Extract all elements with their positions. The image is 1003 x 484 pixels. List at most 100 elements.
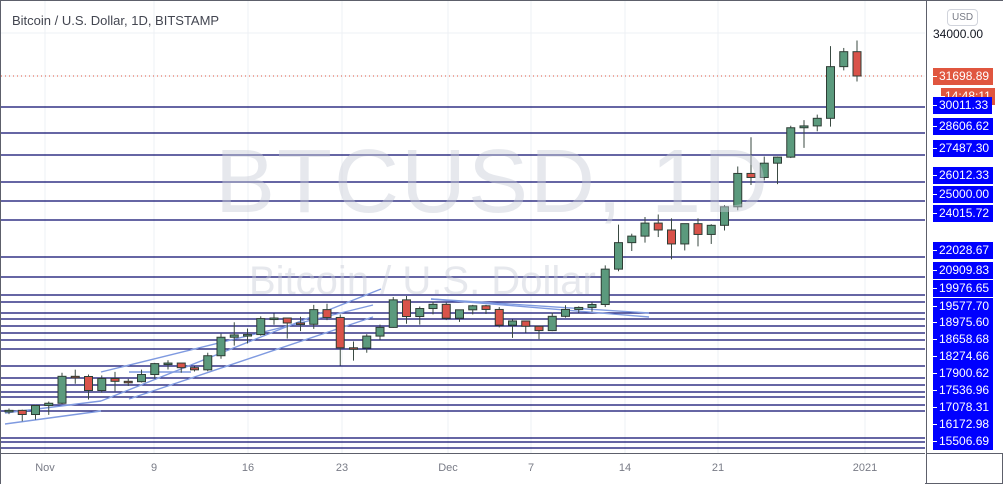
bullish-candle — [44, 402, 54, 407]
bullish-candle — [375, 326, 385, 337]
bullish-candle — [706, 224, 716, 235]
price-axis[interactable]: USD 34000.00 31698.89 14:48:11 30011.33 2… — [926, 1, 1003, 453]
bearish-candle — [667, 229, 676, 245]
bearish-candle — [176, 362, 186, 369]
bullish-candle — [163, 362, 173, 366]
bullish-candle — [799, 125, 809, 129]
bearish-candle — [494, 308, 504, 326]
bullish-candle — [388, 299, 398, 328]
bullish-candle — [574, 306, 584, 310]
bearish-candle — [190, 367, 199, 371]
bearish-candle — [322, 309, 332, 318]
description-watermark: Bitcoin / U.S. Dollar — [249, 259, 596, 303]
level-price-label: 18658.68 — [933, 331, 994, 348]
bullish-candle — [812, 117, 822, 127]
level-price-label: 17078.31 — [933, 399, 994, 416]
trend-line — [430, 298, 650, 314]
bearish-candle — [534, 325, 544, 332]
level-price-label: 15506.69 — [933, 433, 994, 450]
bearish-candle — [110, 378, 120, 382]
time-tick-label: 21 — [711, 462, 725, 474]
bullish-candle — [786, 127, 796, 158]
level-price-label: 20909.83 — [933, 262, 994, 279]
bullish-candle — [243, 334, 252, 337]
last-price-label: 31698.89 — [933, 68, 994, 85]
bullish-candle — [137, 374, 146, 383]
bullish-candle — [4, 409, 14, 413]
time-tick-label: Dec — [438, 462, 458, 474]
level-price-label: 17536.96 — [933, 382, 994, 399]
bearish-candle — [402, 299, 411, 318]
time-tick-label: Nov — [35, 462, 55, 474]
time-tick-label: 7 — [527, 462, 535, 474]
candlestick-chart[interactable] — [1, 1, 925, 453]
bullish-candle — [508, 320, 517, 326]
level-price-label: 19976.65 — [933, 280, 994, 297]
bearish-candle — [70, 375, 80, 379]
bullish-candle — [269, 317, 279, 321]
bullish-candle — [627, 235, 637, 244]
bullish-candle — [720, 206, 729, 226]
level-price-label: 19577.70 — [933, 298, 994, 315]
bullish-candle — [547, 315, 557, 332]
bullish-candle — [759, 162, 769, 178]
level-price-label: 28606.62 — [933, 118, 994, 135]
bullish-candle — [773, 156, 782, 164]
bullish-candle — [680, 223, 690, 245]
bearish-candle — [282, 317, 292, 324]
level-price-label: 24015.72 — [933, 205, 994, 222]
bullish-candle — [309, 309, 319, 325]
bearish-candle — [296, 322, 305, 325]
bullish-candle — [640, 222, 650, 237]
bearish-candle — [521, 320, 531, 327]
bullish-candle — [428, 303, 438, 310]
currency-badge[interactable]: USD — [947, 9, 979, 26]
bullish-candle — [561, 308, 570, 317]
bullish-candle — [600, 268, 610, 306]
chart-plot-area[interactable]: BTCUSD, 1D Bitcoin / U.S. Dollar Bitcoin… — [1, 1, 925, 453]
chart-title: Bitcoin / U.S. Dollar, 1D, BITSTAMP — [12, 13, 220, 28]
trend-line — [100, 304, 374, 373]
level-price-label: 25000.00 — [933, 186, 994, 203]
bearish-candle — [84, 375, 93, 392]
bullish-candle — [826, 66, 835, 119]
level-price-label: 26012.33 — [933, 167, 994, 184]
bearish-candle — [746, 172, 756, 178]
bullish-candle — [216, 336, 226, 357]
bullish-candle — [733, 172, 743, 208]
level-price-label: 27487.30 — [933, 140, 994, 157]
bearish-candle — [693, 223, 703, 235]
level-price-label: 18274.66 — [933, 348, 994, 365]
level-price-label: 18975.60 — [933, 314, 994, 331]
bullish-candle — [229, 334, 239, 338]
bullish-candle — [97, 378, 107, 392]
price-tick-top: 34000.00 — [933, 27, 984, 41]
bearish-candle — [17, 409, 27, 416]
bearish-candle — [335, 316, 345, 349]
axis-corner — [926, 453, 1003, 484]
level-price-label: 17900.62 — [933, 365, 994, 382]
bullish-candle — [455, 309, 464, 319]
time-tick-label: 14 — [618, 462, 632, 474]
symbol-watermark: BTCUSD, 1D — [215, 132, 771, 232]
bullish-candle — [587, 304, 597, 308]
bullish-candle — [614, 242, 623, 270]
time-axis[interactable]: Nov 9 16 23 Dec 7 14 21 2021 — [1, 453, 925, 484]
trend-line — [4, 410, 102, 425]
trend-line — [128, 316, 374, 400]
bullish-candle — [362, 335, 372, 349]
bullish-candle — [203, 355, 213, 371]
bullish-candle — [31, 405, 40, 416]
level-price-label: 16172.98 — [933, 416, 994, 433]
time-tick-label: 2021 — [852, 462, 878, 474]
level-price-label: 30011.33 — [933, 97, 993, 114]
bearish-candle — [653, 222, 663, 231]
bearish-candle — [349, 347, 358, 350]
bullish-candle — [468, 305, 478, 311]
trend-line — [100, 288, 382, 402]
bullish-candle — [839, 51, 849, 68]
bullish-candle — [57, 375, 67, 404]
bearish-candle — [441, 303, 451, 319]
bullish-candle — [256, 318, 266, 336]
time-tick-label: 16 — [241, 462, 255, 474]
